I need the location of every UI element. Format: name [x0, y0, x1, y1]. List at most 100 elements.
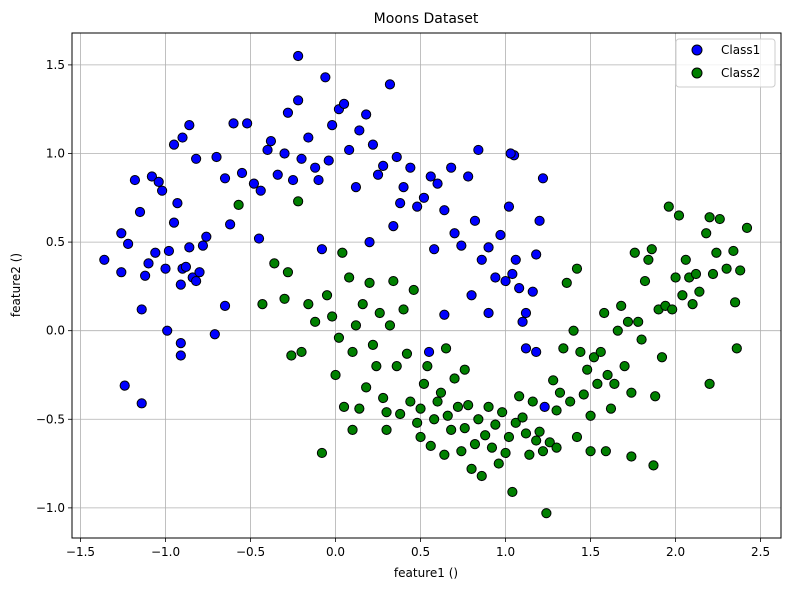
- data-point-class2: [412, 417, 423, 428]
- data-point-class1: [282, 107, 294, 118]
- data-point-class2: [568, 325, 579, 336]
- legend-marker-class1: [691, 44, 703, 56]
- data-point-class2: [337, 247, 348, 258]
- data-point-class2: [435, 387, 447, 398]
- data-point-class1: [439, 309, 450, 320]
- data-point-class2: [333, 332, 345, 343]
- data-point-class2: [605, 403, 617, 414]
- data-point-class1: [534, 215, 545, 226]
- data-point-class2: [600, 446, 611, 457]
- data-point-class1: [384, 79, 396, 90]
- y-tick-label: 1.0: [46, 146, 65, 160]
- data-point-class2: [344, 272, 355, 283]
- data-point-class1: [531, 346, 542, 358]
- y-tick-label: −1.0: [36, 501, 65, 515]
- data-point-class2: [347, 346, 358, 358]
- data-point-class2: [565, 396, 576, 407]
- data-point-class2: [293, 196, 304, 207]
- data-point-class1: [129, 174, 141, 186]
- data-point-class1: [520, 343, 532, 354]
- data-point-class2: [541, 508, 552, 519]
- data-point-class1: [209, 329, 220, 340]
- data-point-class2: [439, 449, 450, 460]
- data-point-class2: [459, 364, 470, 375]
- data-point-class2: [648, 460, 659, 471]
- data-point-class2: [233, 199, 244, 210]
- data-point-class1: [514, 283, 525, 294]
- data-point-class2: [391, 361, 402, 372]
- axis-ticks: −1.5 −1.0 −0.5 0.0 0.5 1.0 1.5 2.0 2.5 −1.0 −0.5 0.…: [36, 58, 770, 559]
- y-tick-label: 0.5: [46, 235, 65, 249]
- data-point-class2: [729, 297, 741, 308]
- data-point-class1: [242, 118, 253, 129]
- x-tick-label: 1.5: [581, 545, 600, 559]
- data-point-class2: [609, 378, 620, 389]
- data-point-class1: [146, 171, 158, 182]
- data-point-class2: [714, 213, 725, 225]
- data-point-class1: [527, 286, 538, 297]
- data-point-class1: [316, 244, 328, 255]
- data-point-class1: [327, 120, 338, 131]
- chart-title: Moons Dataset: [374, 11, 479, 27]
- data-point-class2: [537, 446, 549, 457]
- data-point-class1: [320, 72, 331, 83]
- data-point-class2: [636, 334, 647, 345]
- data-point-class2: [480, 430, 491, 441]
- data-point-class2: [347, 424, 358, 436]
- data-point-class2: [486, 442, 498, 453]
- data-point-class2: [571, 431, 583, 443]
- data-point-class1: [439, 205, 450, 216]
- data-point-class1: [160, 263, 171, 274]
- data-point-class1: [168, 139, 180, 150]
- data-point-class1: [310, 162, 321, 173]
- data-point-class1: [473, 144, 484, 156]
- data-point-class2: [463, 400, 474, 411]
- data-point-class1: [157, 185, 168, 196]
- data-point-class2: [592, 378, 603, 389]
- data-point-class2: [527, 396, 538, 407]
- data-point-class2: [704, 378, 715, 389]
- data-point-class2: [578, 389, 589, 400]
- data-point-class2: [616, 300, 627, 311]
- data-point-class2: [316, 447, 328, 459]
- data-point-class1: [262, 144, 273, 156]
- plot-frame: [71, 32, 782, 539]
- data-point-class2: [582, 364, 593, 375]
- data-point-class2: [374, 307, 385, 319]
- y-tick-label: −0.5: [36, 412, 65, 426]
- data-point-class2: [367, 339, 379, 350]
- data-point-class2: [558, 343, 569, 354]
- data-point-class2: [612, 325, 623, 336]
- data-point-class2: [429, 414, 440, 425]
- data-point-class2: [364, 277, 375, 288]
- data-point-class2: [602, 369, 613, 381]
- data-point-class2: [381, 424, 392, 436]
- data-point-class1: [503, 201, 515, 212]
- data-point-class2: [701, 228, 712, 239]
- data-point-class2: [646, 244, 657, 255]
- data-point-class2: [361, 382, 372, 393]
- data-point-class1: [510, 254, 521, 265]
- data-point-class1: [463, 171, 474, 182]
- data-point-class2: [425, 440, 436, 451]
- data-point-class2: [667, 304, 678, 315]
- data-point-class2: [459, 423, 470, 434]
- data-point-class1: [211, 151, 222, 163]
- data-point-class1: [350, 182, 362, 193]
- data-point-class2: [497, 407, 508, 418]
- data-point-class2: [551, 405, 562, 416]
- data-point-class2: [269, 258, 280, 269]
- data-point-class1: [425, 171, 436, 182]
- data-point-class2: [384, 320, 396, 331]
- data-point-class1: [180, 261, 192, 272]
- data-point-class1: [429, 244, 440, 255]
- data-point-class1: [537, 173, 549, 184]
- data-point-class1: [364, 236, 375, 248]
- data-point-class2: [571, 263, 583, 274]
- data-point-class1: [405, 162, 416, 173]
- data-point-class1: [184, 242, 195, 253]
- data-point-class2: [588, 352, 600, 363]
- data-point-class1: [116, 228, 127, 239]
- data-point-class2: [473, 414, 484, 425]
- x-tick-label: −0.5: [236, 545, 265, 559]
